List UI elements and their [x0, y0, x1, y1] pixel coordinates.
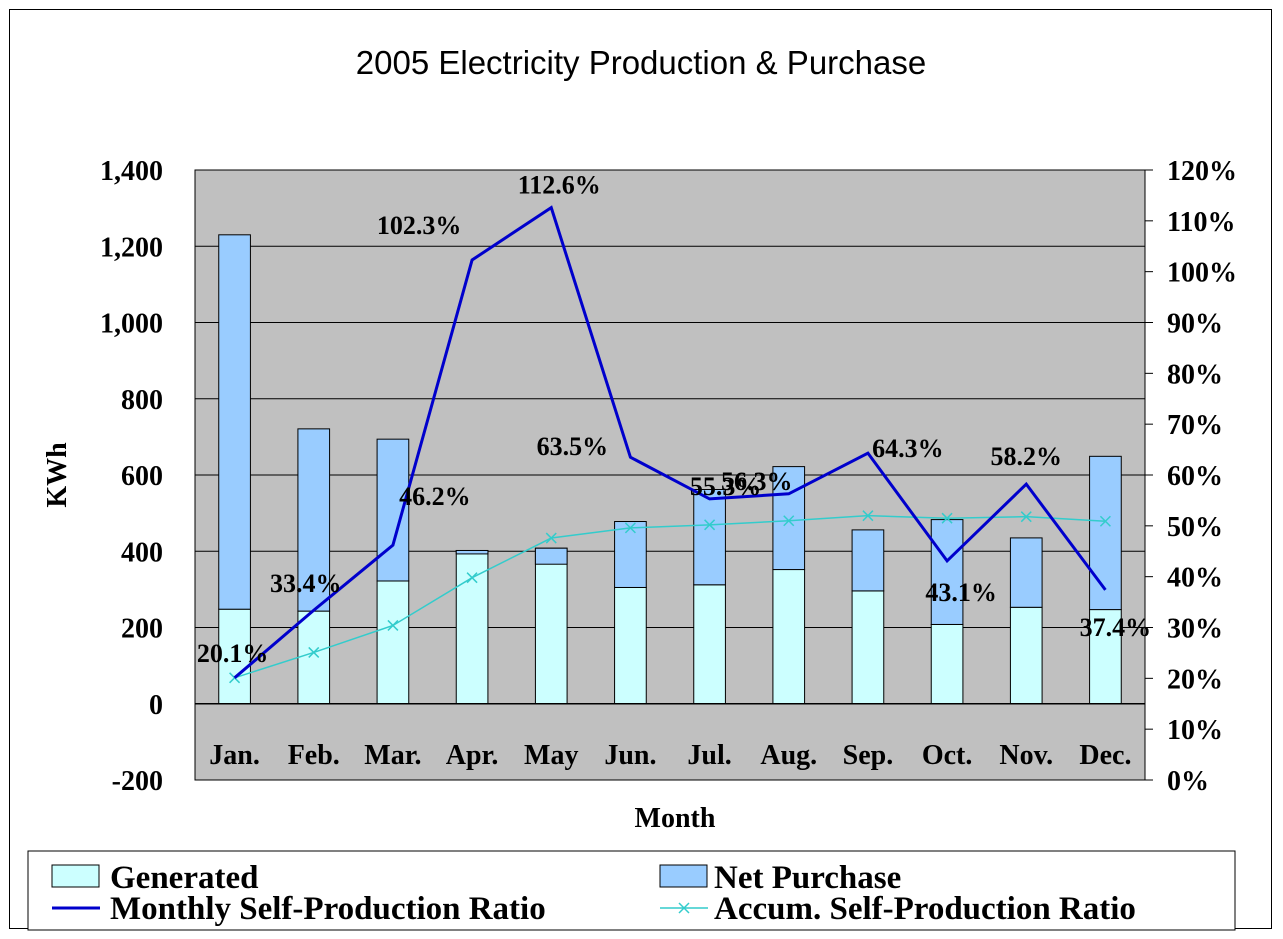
y-tick-label: 400 — [121, 537, 163, 568]
legend-swatch-generated — [51, 864, 100, 888]
chart-title: 2005 Electricity Production & Purchase — [356, 44, 926, 81]
bar-net-purchase — [297, 428, 331, 612]
point-accum-ratio — [545, 532, 557, 544]
y-axis-label: KWh — [42, 442, 73, 508]
point-accum-ratio — [466, 572, 478, 584]
x-tick-label: Apr. — [446, 740, 499, 771]
bar-generated — [534, 547, 568, 705]
bar-net-purchase — [455, 549, 489, 555]
x-tick-label: Dec. — [1079, 740, 1131, 771]
bar-generated — [693, 584, 726, 705]
data-label-monthly-ratio: 33.4% — [270, 569, 342, 598]
y-tick-label: 600 — [121, 461, 163, 492]
bar-generated — [455, 549, 489, 705]
y-tick-label: -200 — [112, 766, 163, 797]
legend-label-net-purchase: Net Purchase — [714, 860, 901, 896]
y2-tick-label: 40% — [1167, 563, 1223, 594]
bar-net-purchase — [693, 488, 726, 586]
point-accum-ratio — [624, 522, 636, 534]
y-tick-label: 1,400 — [100, 156, 163, 187]
data-label-monthly-ratio: 64.3% — [872, 434, 944, 463]
y2-tick-label: 80% — [1167, 359, 1223, 390]
bar-net-purchase — [772, 466, 806, 571]
point-accum-ratio — [308, 646, 320, 658]
legend-marker-accum-ratio — [678, 902, 690, 914]
y2-tick-label: 10% — [1167, 715, 1223, 746]
y-tick-label: 800 — [121, 385, 163, 416]
bar-net-purchase — [534, 547, 568, 565]
point-accum-ratio — [783, 515, 795, 527]
line-accum-ratio — [234, 514, 1106, 679]
bar-generated — [297, 610, 331, 705]
y2-tick-label: 60% — [1167, 461, 1223, 492]
bar-generated — [930, 623, 964, 705]
x-tick-label: Jul. — [687, 740, 731, 771]
y-tick-label: 1,000 — [100, 309, 163, 340]
x-tick-label: Jan. — [209, 740, 260, 771]
y-tick-label: 0 — [149, 690, 163, 721]
x-tick-label: Mar. — [364, 740, 421, 771]
bar-generated — [772, 569, 806, 705]
data-label-monthly-ratio: 58.2% — [991, 442, 1063, 471]
y2-tick-label: 120% — [1167, 156, 1237, 187]
data-label-monthly-ratio: 37.4% — [1080, 613, 1152, 642]
x-tick-label: Feb. — [288, 740, 340, 771]
x-tick-label: Jun. — [604, 740, 656, 771]
point-accum-ratio — [941, 512, 953, 524]
y2-tick-label: 20% — [1167, 664, 1223, 695]
y2-tick-label: 110% — [1167, 207, 1235, 238]
y2-tick-label: 30% — [1167, 614, 1223, 645]
point-accum-ratio — [1020, 511, 1032, 523]
point-accum-ratio — [862, 510, 874, 522]
bar-net-purchase — [1009, 537, 1043, 608]
y2-tick-label: 70% — [1167, 410, 1223, 441]
bar-generated — [1089, 609, 1122, 705]
legend-label-accum-ratio: Accum. Self-Production Ratio — [714, 891, 1136, 927]
legend-label-generated: Generated — [110, 860, 258, 896]
data-label-monthly-ratio: 63.5% — [537, 432, 609, 461]
y2-tick-label: 100% — [1167, 258, 1237, 289]
bar-net-purchase — [930, 519, 964, 625]
bar-net-purchase — [614, 521, 647, 588]
y-tick-label: 1,200 — [100, 232, 163, 263]
y-tick-label: 200 — [121, 614, 163, 645]
y2-tick-label: 90% — [1167, 309, 1223, 340]
data-label-monthly-ratio: 112.6% — [518, 171, 601, 200]
point-accum-ratio — [704, 519, 716, 531]
bar-generated — [1009, 606, 1043, 705]
data-label-monthly-ratio: 46.2% — [399, 482, 471, 511]
point-accum-ratio — [387, 619, 399, 631]
point-accum-ratio — [1099, 515, 1111, 527]
data-label-monthly-ratio: 102.3% — [377, 211, 462, 240]
data-label-monthly-ratio: 56.3% — [721, 467, 793, 496]
y2-tick-label: 0% — [1167, 766, 1209, 797]
data-label-monthly-ratio: 43.1% — [925, 578, 997, 607]
bar-net-purchase — [218, 234, 251, 610]
x-axis-label: Month — [635, 803, 716, 834]
x-tick-label: Aug. — [760, 740, 817, 771]
legend-box — [27, 850, 1236, 931]
data-label-monthly-ratio: 20.1% — [197, 639, 269, 668]
bar-net-purchase — [851, 529, 885, 592]
x-tick-label: May — [524, 740, 578, 771]
x-tick-label: Sep. — [843, 740, 894, 771]
bar-generated — [218, 608, 251, 705]
line-monthly-ratio — [233, 205, 1107, 679]
x-tick-label: Oct. — [922, 740, 973, 771]
data-label-monthly-ratio: 55.3% — [690, 472, 762, 501]
bar-generated — [376, 580, 410, 705]
bar-net-purchase — [1089, 455, 1122, 611]
bar-generated — [614, 586, 647, 705]
bar-generated — [851, 590, 885, 705]
x-tick-label: Nov. — [999, 740, 1053, 771]
legend-swatch-net-purchase — [659, 864, 708, 888]
legend-label-monthly-ratio: Monthly Self-Production Ratio — [110, 891, 546, 927]
y2-tick-label: 50% — [1167, 512, 1223, 543]
